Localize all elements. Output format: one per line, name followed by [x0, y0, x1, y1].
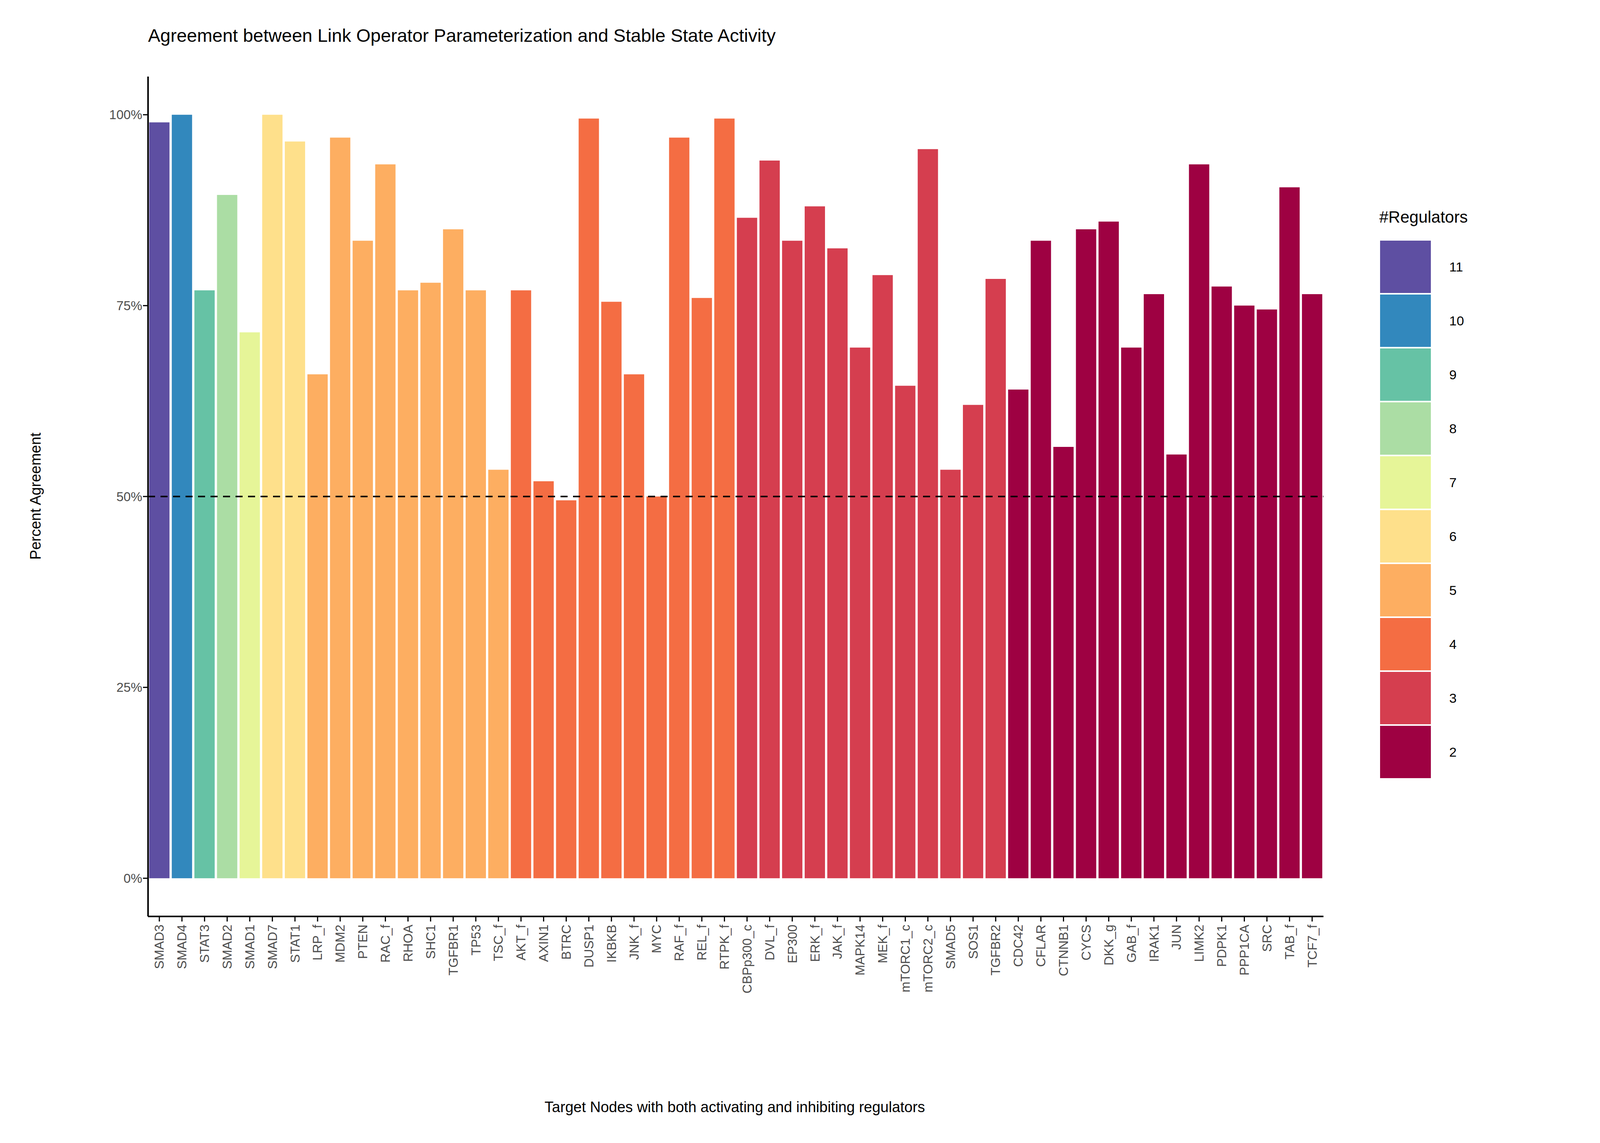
svg-text:SMAD2: SMAD2 [219, 924, 235, 970]
svg-text:LRP_f: LRP_f [310, 924, 325, 961]
svg-text:MAPK14: MAPK14 [852, 924, 868, 976]
svg-text:DKK_g: DKK_g [1101, 924, 1117, 966]
svg-text:50%: 50% [116, 489, 143, 504]
svg-text:IRAK1: IRAK1 [1146, 924, 1162, 962]
html-text:4: 4 [1449, 636, 1457, 652]
html-text:5: 5 [1449, 582, 1457, 598]
svg-text:PDPK1: PDPK1 [1214, 924, 1229, 967]
svg-text:JNK_f: JNK_f [626, 924, 642, 960]
svg-text:25%: 25% [116, 680, 143, 695]
svg-text:SMAD7: SMAD7 [265, 924, 280, 970]
svg-text:mTORC2_c: mTORC2_c [920, 924, 936, 993]
svg-text:SHC1: SHC1 [423, 924, 438, 959]
svg-text:MEK_f: MEK_f [875, 924, 890, 964]
svg-text:SOS1: SOS1 [966, 924, 981, 959]
svg-text:PPP1CA: PPP1CA [1237, 924, 1252, 976]
svg-text:GAB_f: GAB_f [1124, 924, 1139, 963]
svg-text:MYC: MYC [649, 924, 664, 954]
svg-text:100%: 100% [109, 107, 143, 122]
svg-text:EP300: EP300 [785, 924, 800, 964]
svg-text:AKT_f: AKT_f [513, 924, 529, 961]
html-text:Agreement between Link Operato: Agreement between Link Operator Paramete… [148, 25, 776, 46]
svg-text:SMAD1: SMAD1 [242, 924, 258, 970]
svg-text:BTRC: BTRC [558, 924, 574, 960]
svg-text:JUN: JUN [1169, 924, 1184, 950]
html-text:#Regulators: #Regulators [1379, 207, 1468, 227]
svg-text:RTPK_f: RTPK_f [717, 924, 732, 970]
svg-text:DVL_f: DVL_f [762, 924, 777, 961]
svg-text:REL_f: REL_f [694, 924, 709, 961]
svg-text:TCF7_f: TCF7_f [1305, 924, 1320, 968]
svg-text:75%: 75% [116, 298, 143, 313]
html-text:Target Nodes with both activat: Target Nodes with both activating and in… [544, 1098, 925, 1116]
svg-text:RHOA: RHOA [400, 924, 416, 962]
svg-text:RAF_f: RAF_f [671, 924, 687, 961]
svg-text:TGFBR1: TGFBR1 [446, 924, 461, 976]
svg-text:LIMK2: LIMK2 [1191, 924, 1207, 962]
svg-text:STAT3: STAT3 [197, 924, 212, 963]
svg-text:CTNNB1: CTNNB1 [1056, 924, 1071, 977]
svg-text:SMAD4: SMAD4 [174, 924, 190, 970]
svg-text:CBPp300_c: CBPp300_c [739, 924, 755, 994]
html-text:9: 9 [1449, 366, 1457, 382]
svg-text:MDM2: MDM2 [332, 924, 348, 963]
svg-text:SMAD5: SMAD5 [943, 924, 958, 970]
html-text:3: 3 [1449, 690, 1457, 706]
html-text:8: 8 [1449, 420, 1457, 436]
svg-text:CFLAR: CFLAR [1033, 924, 1049, 967]
svg-text:TAB_f: TAB_f [1282, 924, 1297, 960]
svg-text:JAK_f: JAK_f [830, 924, 845, 959]
svg-text:STAT1: STAT1 [287, 924, 303, 963]
html-text:6: 6 [1449, 528, 1457, 544]
svg-text:0%: 0% [123, 871, 143, 886]
svg-text:TP53: TP53 [468, 924, 484, 956]
svg-text:CYCS: CYCS [1078, 924, 1094, 961]
html-text:10: 10 [1449, 313, 1464, 328]
svg-text:ERK_f: ERK_f [807, 924, 823, 962]
html-text:7: 7 [1449, 474, 1457, 490]
svg-text:mTORC1_c: mTORC1_c [898, 924, 913, 993]
svg-text:TSC_f: TSC_f [491, 924, 506, 961]
svg-text:IKBKB: IKBKB [604, 924, 619, 963]
svg-text:DUSP1: DUSP1 [581, 924, 597, 968]
svg-text:CDC42: CDC42 [1010, 924, 1026, 967]
svg-text:PTEN: PTEN [355, 924, 370, 959]
svg-text:AXIN1: AXIN1 [536, 924, 551, 962]
svg-text:SMAD3: SMAD3 [151, 924, 167, 970]
html-text:Percent Agreement: Percent Agreement [27, 432, 44, 560]
svg-text:RAC_f: RAC_f [378, 924, 393, 963]
html-text:11: 11 [1449, 259, 1464, 275]
svg-text:SRC: SRC [1259, 924, 1275, 952]
svg-text:TGFBR2: TGFBR2 [988, 924, 1003, 976]
html-text:2: 2 [1449, 744, 1457, 760]
